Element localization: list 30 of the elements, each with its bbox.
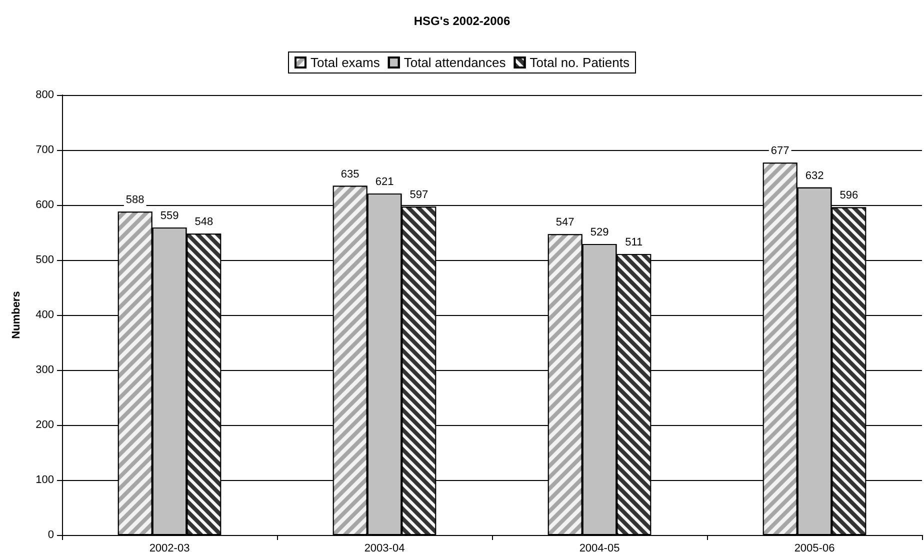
legend-label: Total no. Patients (530, 55, 630, 70)
data-label: 597 (410, 189, 428, 202)
data-label: 621 (375, 176, 394, 188)
x-tick-label: 2003-04 (364, 542, 405, 554)
y-tick-label: 0 (48, 529, 54, 541)
y-axis-title: Numbers (10, 291, 22, 339)
data-label: 677 (770, 145, 790, 158)
data-label: 559 (160, 210, 179, 222)
y-tick-label: 700 (36, 144, 54, 156)
data-label: 596 (840, 190, 858, 202)
data-label: 632 (805, 170, 824, 182)
x-tick-label: 2005-06 (794, 542, 835, 554)
legend-label: Total exams (310, 55, 380, 70)
y-tick-label: 200 (36, 419, 54, 431)
y-tick-label: 600 (36, 199, 54, 211)
x-tick-label: 2004-05 (579, 542, 620, 554)
y-tick-label: 800 (36, 89, 54, 101)
x-tick-label: 2002-03 (149, 542, 190, 554)
y-tick-label: 300 (36, 364, 54, 376)
data-label: 511 (625, 236, 643, 248)
chart-title: HSG's 2002-2006 (414, 14, 510, 28)
data-label: 588 (126, 194, 144, 206)
y-tick-label: 400 (36, 309, 54, 321)
data-label: 548 (194, 216, 214, 228)
data-label: 529 (590, 226, 609, 239)
y-tick-label: 100 (36, 474, 54, 486)
data-label: 635 (340, 168, 360, 180)
data-label: 547 (556, 216, 574, 229)
y-tick-label: 500 (36, 254, 54, 266)
legend-label: Total attendances (404, 55, 506, 70)
